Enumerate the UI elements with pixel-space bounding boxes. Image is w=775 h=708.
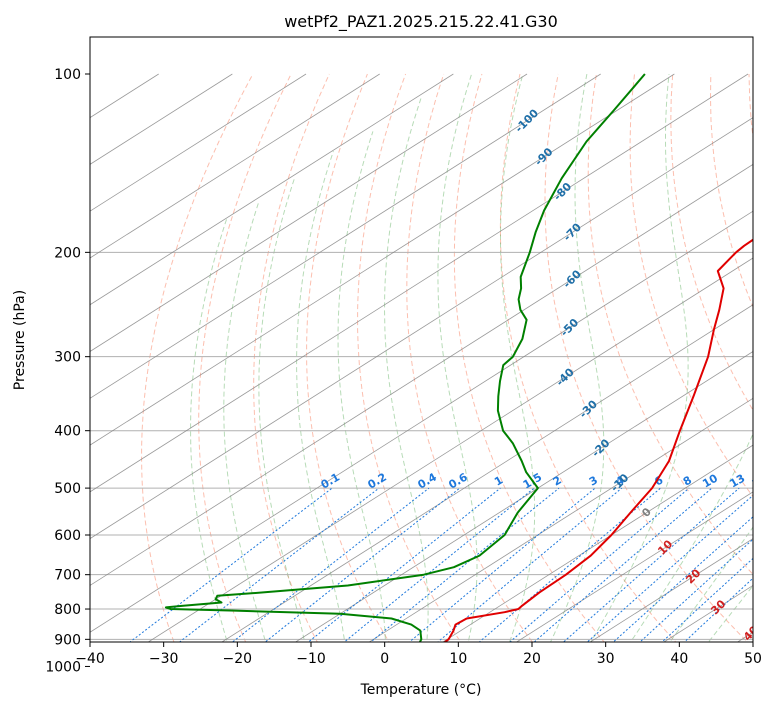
- isotherm-label: 0: [639, 505, 654, 520]
- dewpoint-profile-line: [164, 73, 646, 642]
- mixing-ratio-line: [307, 487, 501, 642]
- isotherm-label: 40: [741, 623, 761, 643]
- x-tick-label: −10: [296, 651, 326, 667]
- mixing-ratio-line: [264, 487, 461, 642]
- isotherm-label: 30: [708, 597, 728, 617]
- moist-adiabat-line: [500, 73, 536, 642]
- x-tick-label: −30: [149, 651, 179, 667]
- y-tick-label: 600: [54, 528, 81, 544]
- y-tick-label: 700: [54, 568, 81, 584]
- moist-adiabat-line: [590, 73, 689, 642]
- y-axis-label: Pressure (hPa): [12, 290, 28, 390]
- isotherm-line: [90, 73, 601, 399]
- y-tick-label: 200: [54, 245, 81, 261]
- isotherm-line: [736, 631, 753, 642]
- x-tick-label: −40: [75, 651, 105, 667]
- isotherm-label: -60: [561, 267, 584, 290]
- mixing-ratio-line: [408, 487, 596, 642]
- isotherm-line: [90, 210, 753, 633]
- dry-adiabat-line: [406, 73, 534, 642]
- y-tick-label: 800: [54, 602, 81, 618]
- mixing-ratio-label: 3: [587, 474, 600, 489]
- y-tick-label: 400: [54, 424, 81, 440]
- mixing-ratio-line: [343, 487, 535, 642]
- dry-adiabat-line: [306, 73, 390, 642]
- mixing-ratio-line: [533, 487, 713, 642]
- isotherm-label: -40: [554, 365, 577, 388]
- moist-adiabat-line: [258, 178, 306, 642]
- mixing-ratio-label: 16: [750, 471, 770, 490]
- mixing-ratio-line: [129, 487, 333, 642]
- isotherm-line: [90, 117, 753, 540]
- dry-adiabat-line: [141, 73, 254, 642]
- isotherm-line: [442, 444, 753, 642]
- isotherm-label: -10: [608, 471, 631, 494]
- dry-adiabat-line: [453, 73, 605, 642]
- isotherm-label: 20: [683, 566, 703, 586]
- moist-adiabat-line: [630, 432, 753, 642]
- isotherm-line: [147, 257, 753, 642]
- isotherm-line: [589, 538, 753, 642]
- moist-adiabat-line: [223, 202, 266, 642]
- moist-adiabat-line: [296, 151, 346, 642]
- mixing-ratio-label: 8: [681, 474, 694, 489]
- moist-adiabat-line: [383, 98, 429, 642]
- dry-adiabat-line: [253, 73, 330, 642]
- x-tick-label: 10: [449, 651, 467, 667]
- y-tick-label: 300: [54, 350, 81, 366]
- isotherm-line: [90, 73, 749, 493]
- x-tick-label: 20: [523, 651, 541, 667]
- chart-title: wetPf2_PAZ1.2025.215.22.41.G30: [284, 12, 558, 32]
- isotherm-line: [90, 73, 380, 259]
- isotherm-label: -70: [561, 220, 584, 243]
- x-tick-label: −20: [223, 651, 253, 667]
- moist-adiabat-line: [337, 131, 386, 642]
- isotherm-line: [90, 73, 528, 353]
- isotherm-line: [221, 304, 753, 642]
- isotherm-line: [663, 584, 753, 642]
- mixing-ratio-line: [509, 487, 690, 642]
- axis-layer: −40 −30 −20 −10 0 10 20 30 40 5010020030040050060…: [45, 67, 762, 675]
- mixing-ratio-line: [437, 487, 623, 642]
- isotherm-line: [90, 73, 454, 306]
- isotherm-line: [368, 397, 753, 642]
- mixing-ratio-line: [562, 487, 740, 642]
- moist-adiabat-line: [669, 526, 753, 642]
- mixing-ratio-label: 1: [492, 474, 505, 489]
- isotherm-label: 10: [655, 537, 675, 557]
- x-tick-label: 50: [744, 651, 762, 667]
- moist-adiabat-line: [707, 584, 753, 642]
- isotherm-line: [753, 74, 775, 679]
- x-tick-label: 30: [597, 651, 615, 667]
- y-tick-label: 100: [54, 67, 81, 83]
- y-tick-label: 900: [54, 632, 81, 648]
- dry-adiabat-line: [544, 73, 749, 642]
- series-layer: [164, 73, 753, 642]
- dry-adiabat-line: [357, 73, 462, 642]
- x-tick-label: 0: [380, 651, 389, 667]
- y-tick-label: 1000: [45, 659, 81, 675]
- dry-adiabat-line: [587, 73, 753, 576]
- isotherm-label: -90: [532, 145, 555, 168]
- moist-adiabat-line: [437, 73, 478, 642]
- plot-frame: [89, 36, 754, 643]
- x-axis-label: Temperature (°C): [360, 682, 482, 698]
- y-tick-label: 500: [54, 481, 81, 497]
- dry-adiabat-line: [670, 73, 753, 412]
- dry-adiabat-line: [198, 73, 292, 642]
- isotherm-line: [515, 491, 753, 642]
- mixing-ratio-line: [178, 487, 380, 642]
- isotherm-label: -20: [589, 436, 612, 459]
- x-tick-label: 40: [670, 651, 688, 667]
- temperature-profile-line: [443, 238, 753, 642]
- mixing-ratio-line: [612, 516, 753, 642]
- grid-layer: 0.10.20.40.611.52346810131620253036-100-…: [90, 73, 775, 679]
- isotherm-line: [90, 73, 675, 446]
- isotherm-line: [90, 73, 307, 212]
- isotherm-label: -30: [577, 397, 600, 420]
- isotherm-line: [90, 163, 753, 586]
- isotherm-label: -100: [512, 106, 541, 135]
- mixing-ratio-line: [586, 494, 753, 642]
